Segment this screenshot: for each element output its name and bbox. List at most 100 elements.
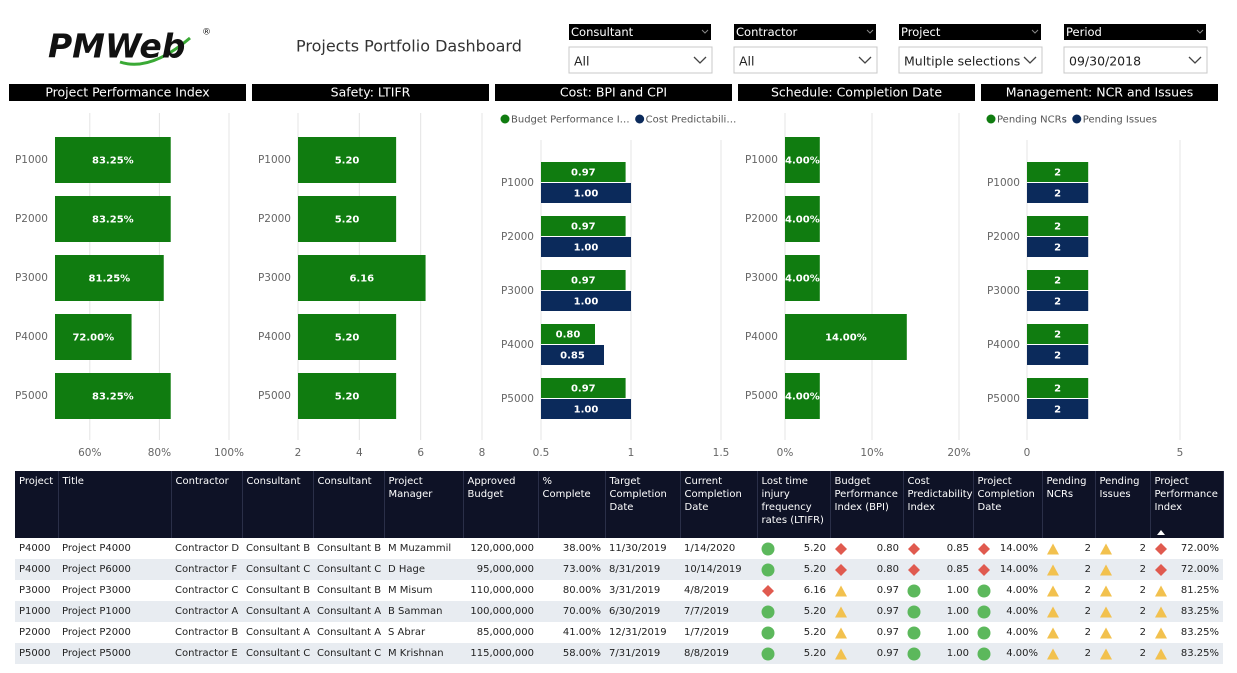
status-icon: [977, 584, 991, 597]
status-icon: [835, 585, 847, 596]
table-cell: Consultant C: [242, 643, 313, 664]
data-label: 4.00%: [785, 156, 820, 167]
cell-value: 5.20: [803, 648, 826, 659]
status-cell: 0.85: [907, 542, 969, 556]
column-header[interactable]: Cost Predictability Index: [903, 471, 974, 538]
status-cell: 0.97: [834, 584, 899, 598]
table-cell: P4000: [19, 543, 51, 554]
table-cell: Consultant B: [246, 585, 311, 596]
table-cell: 70.00%: [538, 601, 605, 622]
table-cell: M Muzammil: [388, 543, 452, 554]
filter-dropdown[interactable]: [733, 46, 878, 74]
y-tick-label: P4000: [987, 339, 1020, 351]
table-cell: 2: [1042, 538, 1095, 559]
status-cell: 2: [1099, 542, 1146, 556]
status-icon: [1155, 648, 1167, 659]
bar: [1027, 378, 1089, 398]
column-header[interactable]: Project: [15, 471, 59, 538]
column-header[interactable]: Title: [58, 471, 172, 538]
status-cell: 4.00%: [977, 647, 1038, 661]
table-cell: 41.00%: [562, 627, 601, 638]
data-label: 5.20: [335, 392, 360, 403]
column-header[interactable]: Pending Issues: [1095, 471, 1151, 538]
table-cell: 2: [1042, 622, 1095, 643]
status-icon-shape: [761, 563, 775, 576]
status-icon-shape: [978, 542, 990, 555]
filter-dropdown[interactable]: [568, 46, 713, 74]
column-header[interactable]: Project Performance Index: [1150, 471, 1224, 538]
cell-value: 2: [1084, 564, 1091, 575]
column-header[interactable]: Consultant: [313, 471, 385, 538]
cell-value: 0.85: [946, 543, 969, 554]
cell-value: 83.25%: [1180, 606, 1219, 617]
y-tick-label: P2000: [501, 231, 534, 243]
bar: [785, 373, 820, 419]
status-cell: 83.25%: [1154, 605, 1219, 619]
bar: [1027, 162, 1089, 182]
status-cell: 6.16: [761, 584, 826, 598]
filter-value: All: [739, 54, 755, 69]
column-header[interactable]: Pending NCRs: [1042, 471, 1096, 538]
column-header[interactable]: Lost time injury frequency rates (LTIFR): [757, 471, 831, 538]
data-label: 1.00: [574, 297, 599, 308]
status-icon: [835, 542, 847, 555]
filter-label-bar: [1064, 24, 1206, 40]
data-label: 4.00%: [785, 215, 820, 226]
y-tick-label: P2000: [15, 213, 48, 225]
legend-label: Pending Issues: [1083, 115, 1157, 126]
status-cell: 5.20: [761, 563, 826, 577]
cell-value: 4.00%: [1006, 585, 1038, 596]
column-header[interactable]: Approved Budget: [463, 471, 539, 538]
status-icon: [908, 563, 920, 576]
status-cell: 1.00: [907, 626, 969, 640]
table-cell: Consultant B: [317, 585, 382, 596]
table-cell: 0.85: [903, 559, 973, 580]
y-tick-label: P3000: [987, 285, 1020, 297]
table-cell: 2: [1095, 643, 1150, 664]
data-label: 0.85: [560, 351, 585, 362]
status-cell: 1.00: [907, 647, 969, 661]
x-tick-label: 2: [295, 447, 302, 459]
column-header[interactable]: Project Manager: [384, 471, 464, 538]
filter-label-bar: [569, 24, 711, 40]
status-cell: 0.97: [834, 647, 899, 661]
filter-label: Contractor: [736, 25, 798, 39]
column-header[interactable]: Current Completion Date: [680, 471, 758, 538]
status-icon: [1155, 627, 1167, 638]
table-cell: B Samman: [384, 601, 463, 622]
table-cell: Consultant C: [313, 559, 384, 580]
status-icon: [1047, 543, 1059, 554]
column-header[interactable]: Project Completion Date: [973, 471, 1043, 538]
column-header[interactable]: Contractor: [171, 471, 243, 538]
cell-value: 2: [1139, 648, 1146, 659]
table-cell: Consultant A: [313, 601, 384, 622]
data-label: 4.00%: [785, 274, 820, 285]
column-header[interactable]: Consultant: [242, 471, 314, 538]
data-label: 0.97: [571, 222, 596, 233]
bar: [541, 237, 631, 257]
table-cell: 2: [1095, 622, 1150, 643]
status-cell: 1.00: [907, 584, 969, 598]
column-header[interactable]: Target Completion Date: [605, 471, 681, 538]
status-icon-shape: [761, 542, 775, 555]
table-cell: 1/14/2020: [684, 543, 736, 554]
data-label: 0.97: [571, 276, 596, 287]
data-label: 1.00: [574, 189, 599, 200]
cell-value: 2: [1084, 648, 1091, 659]
cell-value: 0.80: [876, 564, 899, 575]
status-icon-shape: [977, 584, 991, 597]
status-icon-shape: [1100, 543, 1112, 554]
column-header[interactable]: % Complete: [538, 471, 606, 538]
filter-dropdown[interactable]: [1063, 46, 1208, 74]
table-cell: 2: [1095, 580, 1150, 601]
status-cell: 14.00%: [977, 542, 1038, 556]
data-label: 2: [1054, 243, 1061, 254]
filter-dropdown[interactable]: [898, 46, 1043, 74]
status-icon: [907, 626, 921, 639]
filter-label-bar: [734, 24, 876, 40]
status-icon-shape: [761, 605, 775, 618]
column-header[interactable]: Budget Performance Index (BPI): [830, 471, 904, 538]
table-cell: 0.85: [903, 538, 973, 559]
y-tick-label: P1000: [15, 154, 48, 166]
table-cell: 3/31/2019: [609, 585, 661, 596]
